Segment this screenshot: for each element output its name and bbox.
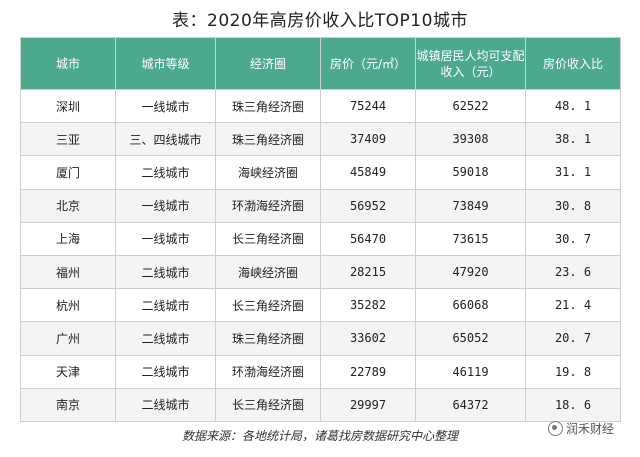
cell-tier: 一线城市 bbox=[115, 221, 216, 256]
table-row: 三亚 三、四线城市 珠三角经济圈 37409 39308 38. 1 bbox=[20, 122, 621, 157]
header-row: 城市 城市等级 经济圈 房价（元/㎡） 城镇居民人均可支配收入（元） 房价收入比 bbox=[20, 37, 621, 90]
cell-price: 37409 bbox=[320, 122, 416, 157]
cell-zone: 环渤海经济圈 bbox=[215, 354, 321, 389]
cell-zone: 环渤海经济圈 bbox=[215, 188, 321, 223]
header-city: 城市 bbox=[20, 37, 116, 90]
cell-city: 北京 bbox=[20, 188, 116, 223]
cell-city: 上海 bbox=[20, 221, 116, 256]
table-row: 天津 二线城市 环渤海经济圈 22789 46119 19. 8 bbox=[20, 354, 621, 389]
cell-zone: 长三角经济圈 bbox=[215, 387, 321, 422]
table-row: 深圳 一线城市 珠三角经济圈 75244 62522 48. 1 bbox=[20, 88, 621, 124]
cell-price: 56470 bbox=[320, 221, 416, 256]
cell-city: 南京 bbox=[20, 387, 116, 422]
cell-ratio: 19. 8 bbox=[525, 354, 621, 389]
table-row: 厦门 二线城市 海峡经济圈 45849 59018 31. 1 bbox=[20, 155, 621, 190]
cell-ratio: 30. 8 bbox=[525, 188, 621, 223]
cell-income: 66068 bbox=[415, 288, 526, 323]
cell-price: 33602 bbox=[320, 321, 416, 356]
header-city-tier: 城市等级 bbox=[115, 37, 216, 90]
cell-income: 62522 bbox=[415, 88, 526, 124]
cell-city: 深圳 bbox=[20, 88, 116, 124]
header-price-income-ratio: 房价收入比 bbox=[525, 37, 621, 90]
table-title: 表：2020年高房价收入比TOP10城市 bbox=[172, 11, 468, 31]
cell-city: 福州 bbox=[20, 254, 116, 290]
data-source-note: 数据来源：各地统计局，诸葛找房数据研究中心整理 bbox=[181, 429, 458, 443]
cell-ratio: 20. 7 bbox=[525, 321, 621, 356]
cell-city: 天津 bbox=[20, 354, 116, 389]
cell-ratio: 23. 6 bbox=[525, 254, 621, 290]
header-house-price: 房价（元/㎡） bbox=[320, 37, 416, 90]
cell-tier: 二线城市 bbox=[115, 321, 216, 356]
cell-price: 22789 bbox=[320, 354, 416, 389]
data-table: 城市 城市等级 经济圈 房价（元/㎡） 城镇居民人均可支配收入（元） 房价收入比… bbox=[20, 37, 621, 422]
cell-price: 45849 bbox=[320, 155, 416, 190]
watermark-text: 润禾财经 bbox=[566, 422, 615, 436]
cell-income: 47920 bbox=[415, 254, 526, 290]
cell-ratio: 30. 7 bbox=[525, 221, 621, 256]
table-row: 福州 二线城市 海峡经济圈 28215 47920 23. 6 bbox=[20, 254, 621, 290]
cell-price: 35282 bbox=[320, 288, 416, 323]
cell-tier: 一线城市 bbox=[115, 188, 216, 223]
cell-price: 75244 bbox=[320, 88, 416, 124]
cell-ratio: 21. 4 bbox=[525, 288, 621, 323]
table-row: 广州 二线城市 珠三角经济圈 33602 65052 20. 7 bbox=[20, 321, 621, 356]
cell-income: 73615 bbox=[415, 221, 526, 256]
cell-ratio: 38. 1 bbox=[525, 122, 621, 157]
cell-city: 广州 bbox=[20, 321, 116, 356]
wechat-logo-icon bbox=[548, 421, 563, 436]
cell-income: 65052 bbox=[415, 321, 526, 356]
cell-ratio: 48. 1 bbox=[525, 88, 621, 124]
cell-zone: 长三角经济圈 bbox=[215, 221, 321, 256]
cell-zone: 海峡经济圈 bbox=[215, 254, 321, 290]
cell-tier: 三、四线城市 bbox=[115, 122, 216, 157]
cell-income: 59018 bbox=[415, 155, 526, 190]
cell-city: 厦门 bbox=[20, 155, 116, 190]
table-row: 杭州 二线城市 长三角经济圈 35282 66068 21. 4 bbox=[20, 288, 621, 323]
cell-zone: 珠三角经济圈 bbox=[215, 122, 321, 157]
cell-ratio: 31. 1 bbox=[525, 155, 621, 190]
header-economic-zone: 经济圈 bbox=[215, 37, 321, 90]
table-row: 北京 一线城市 环渤海经济圈 56952 73849 30. 8 bbox=[20, 188, 621, 223]
cell-city: 杭州 bbox=[20, 288, 116, 323]
cell-zone: 长三角经济圈 bbox=[215, 288, 321, 323]
cell-income: 39308 bbox=[415, 122, 526, 157]
cell-tier: 一线城市 bbox=[115, 88, 216, 124]
cell-income: 64372 bbox=[415, 387, 526, 422]
cell-tier: 二线城市 bbox=[115, 288, 216, 323]
table-row: 上海 一线城市 长三角经济圈 56470 73615 30. 7 bbox=[20, 221, 621, 256]
cell-zone: 珠三角经济圈 bbox=[215, 321, 321, 356]
cell-tier: 二线城市 bbox=[115, 354, 216, 389]
table-row: 南京 二线城市 长三角经济圈 29997 64372 18. 6 bbox=[20, 387, 621, 422]
cell-price: 29997 bbox=[320, 387, 416, 422]
cell-zone: 海峡经济圈 bbox=[215, 155, 321, 190]
cell-city: 三亚 bbox=[20, 122, 116, 157]
cell-tier: 二线城市 bbox=[115, 254, 216, 290]
header-disposable-income: 城镇居民人均可支配收入（元） bbox=[415, 37, 526, 90]
cell-zone: 珠三角经济圈 bbox=[215, 88, 321, 124]
cell-tier: 二线城市 bbox=[115, 387, 216, 422]
cell-income: 46119 bbox=[415, 354, 526, 389]
cell-income: 73849 bbox=[415, 188, 526, 223]
cell-price: 56952 bbox=[320, 188, 416, 223]
cell-ratio: 18. 6 bbox=[525, 387, 621, 422]
watermark: 润禾财经 bbox=[548, 420, 614, 437]
cell-tier: 二线城市 bbox=[115, 155, 216, 190]
cell-price: 28215 bbox=[320, 254, 416, 290]
